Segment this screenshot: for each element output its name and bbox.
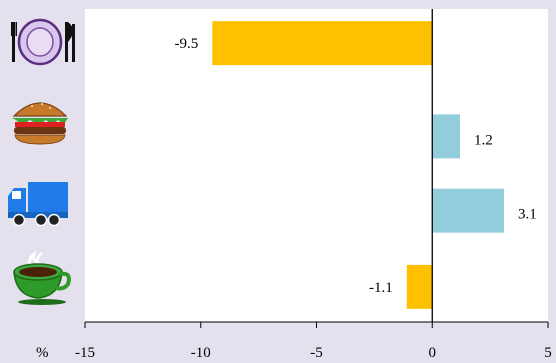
coffee-cup-icon bbox=[13, 250, 71, 305]
data-label: 1.2 bbox=[474, 132, 493, 148]
data-label: 3.1 bbox=[518, 207, 537, 223]
bars: -9.5 1.2 3.1 -1.1 bbox=[175, 21, 537, 309]
bar-dining-plate bbox=[212, 21, 433, 66]
burger-icon bbox=[12, 102, 68, 145]
dining-plate-icon bbox=[11, 18, 75, 66]
x-axis-ticks: -15 -10 -5 0 5 bbox=[75, 322, 552, 361]
x-tick-label: 0 bbox=[429, 345, 437, 361]
data-label: -9.5 bbox=[175, 36, 199, 52]
x-axis-unit: % bbox=[36, 345, 49, 361]
x-tick-label: -15 bbox=[75, 345, 95, 361]
x-tick-label: 5 bbox=[544, 345, 552, 361]
x-tick-label: -10 bbox=[191, 345, 211, 361]
bar-burger bbox=[432, 114, 461, 159]
delivery-truck-icon bbox=[8, 182, 68, 227]
x-tick-label: -5 bbox=[310, 345, 323, 361]
bar-coffee-cup bbox=[406, 264, 433, 309]
bar-delivery-truck bbox=[432, 188, 505, 233]
data-label: -1.1 bbox=[369, 280, 393, 296]
